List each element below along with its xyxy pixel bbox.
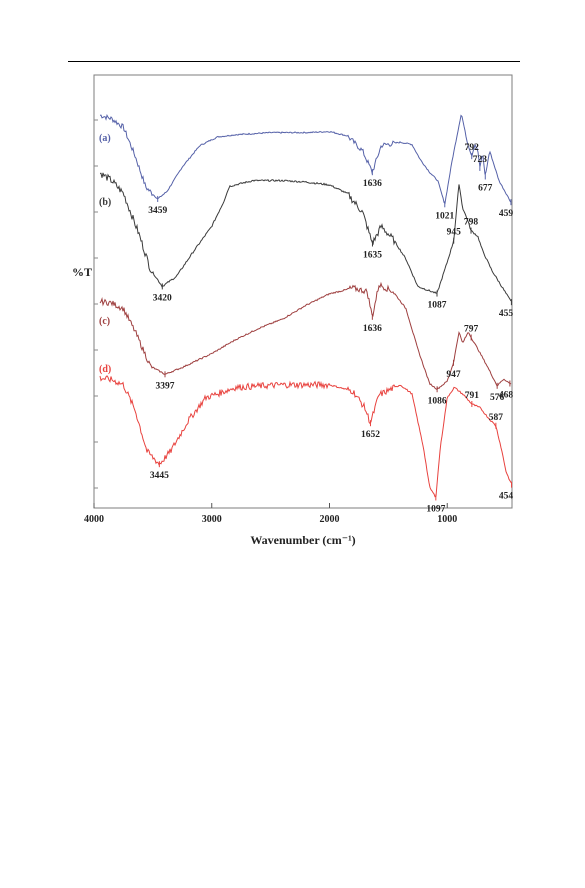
series-line xyxy=(99,113,512,205)
series-layer xyxy=(99,113,512,498)
peak-label: 798 xyxy=(464,218,479,228)
x-axis: 4000 3000 2000 1000 xyxy=(84,119,457,525)
peak-label: 3397 xyxy=(156,381,175,391)
peak-label: 454 xyxy=(499,492,514,502)
peak-label: 1097 xyxy=(426,504,445,514)
peak-label: 945 xyxy=(447,228,462,238)
peak-label: 1652 xyxy=(361,430,380,440)
peak-label: 459 xyxy=(499,209,514,219)
y-axis-label: %T xyxy=(72,265,92,279)
series-line xyxy=(99,172,512,302)
peak-label: 791 xyxy=(465,391,480,401)
series-line xyxy=(99,281,512,391)
peak-label: 797 xyxy=(464,325,479,335)
peak-label: 1636 xyxy=(363,324,382,334)
peak-label: 723 xyxy=(473,155,488,165)
peak-label: 3459 xyxy=(148,206,167,216)
plot-frame xyxy=(93,74,513,509)
peak-label: 587 xyxy=(489,413,504,423)
x-tick-label: 1000 xyxy=(437,514,457,525)
x-tick-label: 2000 xyxy=(319,514,339,525)
series-name-label: (c) xyxy=(99,316,110,327)
peak-label: 1635 xyxy=(363,251,382,261)
peak-label: 468 xyxy=(499,391,514,401)
peak-label: 677 xyxy=(478,183,493,193)
peak-label: 3420 xyxy=(153,293,172,303)
peak-label: 3445 xyxy=(150,471,169,481)
peak-label: 576 xyxy=(490,393,505,403)
peak-label: 455 xyxy=(499,309,514,319)
x-tick-label: 4000 xyxy=(84,514,104,525)
x-axis-label: Wavenumber (cm⁻¹) xyxy=(250,533,355,547)
label-layer: (a) 3459 1636 1021 792 723 677 459 (b) 3420 1635 10… xyxy=(99,133,513,514)
series-name-label: (b) xyxy=(99,197,111,208)
peak-label: 792 xyxy=(465,143,480,153)
peak-label: 1021 xyxy=(435,211,454,221)
series-line xyxy=(99,375,512,498)
peak-label: 1087 xyxy=(427,301,446,311)
series-name-label: (d) xyxy=(99,364,111,375)
peak-label: 947 xyxy=(446,370,461,380)
peak-label: 1086 xyxy=(428,396,447,406)
series-name-label: (a) xyxy=(99,133,111,144)
peak-label: 1636 xyxy=(363,179,382,189)
x-tick-label: 3000 xyxy=(202,514,222,525)
page-header-rule xyxy=(68,61,520,62)
